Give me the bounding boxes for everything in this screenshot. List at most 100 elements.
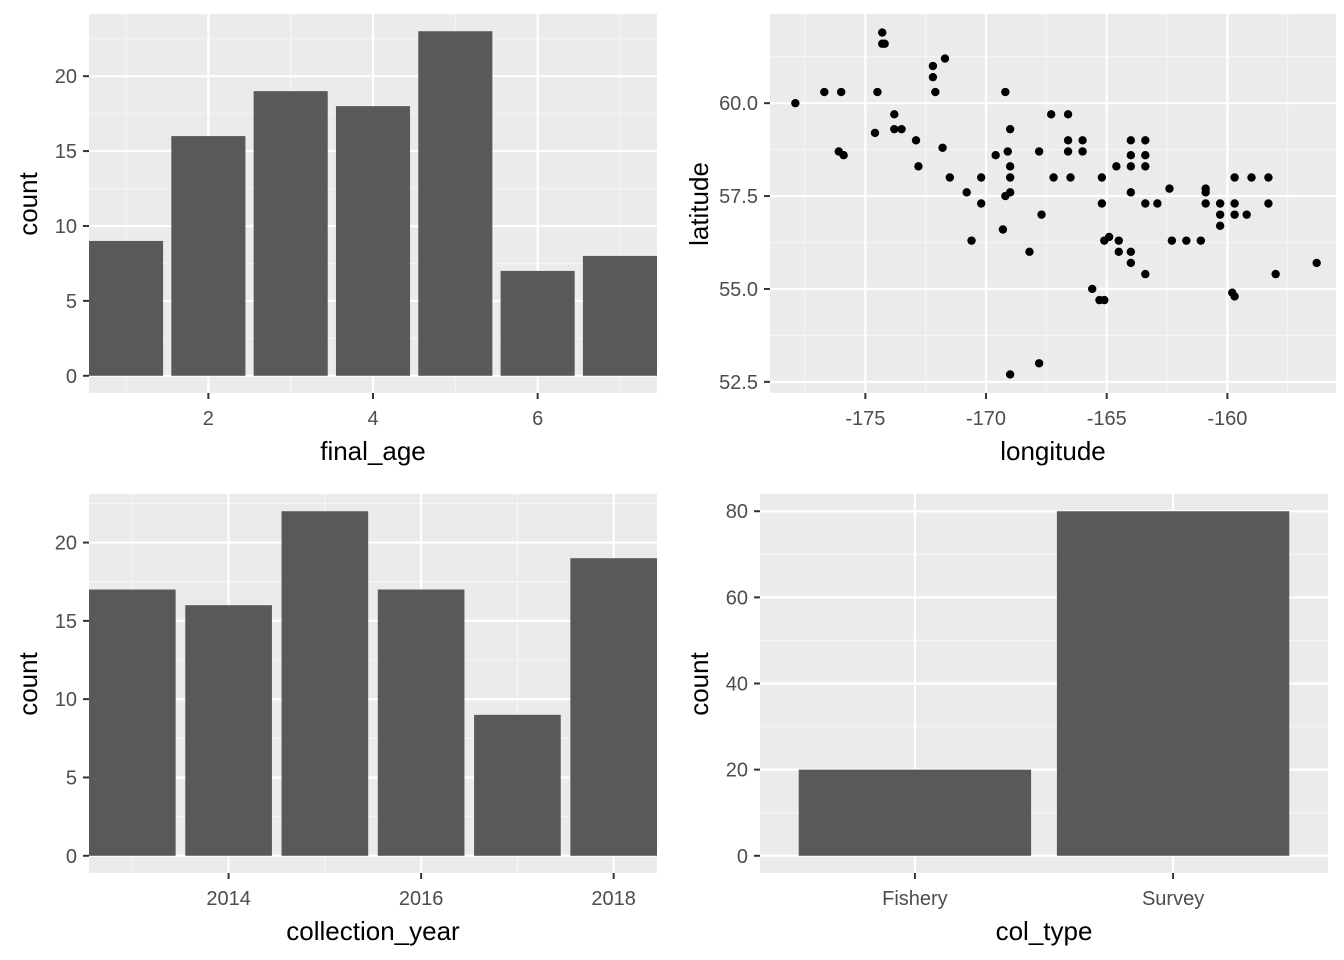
- scatter-point: [1153, 199, 1162, 208]
- scatter-point: [1215, 221, 1225, 230]
- y-tick-label: 20: [55, 66, 77, 88]
- scatter-point: [931, 87, 940, 97]
- scatter-point: [1264, 173, 1273, 182]
- y-tick-label: 0: [66, 366, 77, 388]
- scatter-point: [1005, 124, 1015, 134]
- scatter-point: [1001, 191, 1010, 201]
- x-axis-title: col_type: [996, 916, 1093, 946]
- panel-background: [770, 14, 1336, 393]
- points: [791, 28, 1321, 379]
- panel-collection-year: 0 5 10 15 20 2014 2016 2018 collection_year co…: [13, 494, 657, 946]
- gridlines: [770, 14, 1336, 393]
- bar: [89, 589, 176, 856]
- scatter-point: [1141, 136, 1150, 145]
- x-axis-ticks: Fishery Survey: [882, 873, 1204, 910]
- scatter-point: [1097, 199, 1107, 208]
- panel-location: 52.5 55.0 57.5 60.0 -175 -170 -165 -160 longit…: [684, 14, 1336, 466]
- bars: [798, 511, 1290, 856]
- x-axis-ticks: -175 -170 -165 -160: [845, 393, 1247, 430]
- y-tick-label: 20: [55, 533, 77, 555]
- y-axis-ticks: 0 5 10 15 20: [55, 533, 89, 868]
- x-tick-label: 2016: [399, 888, 444, 910]
- y-tick-label: 40: [726, 674, 748, 696]
- scatter-point: [1201, 188, 1210, 197]
- panel-col-type: 0 20 40 60 80 Fishery Survey col_type count: [684, 494, 1328, 946]
- y-tick-label: 5: [66, 767, 77, 789]
- bar: [335, 106, 411, 376]
- scatter-point: [1005, 173, 1015, 182]
- scatter-point: [1215, 199, 1225, 208]
- y-axis-title: count: [13, 171, 43, 235]
- scatter-point: [1196, 236, 1206, 245]
- y-axis-title: count: [684, 651, 714, 715]
- bar: [474, 714, 561, 856]
- scatter-point: [1126, 150, 1136, 160]
- scatter-point: [1126, 258, 1136, 268]
- scatter-point: [1215, 210, 1225, 219]
- panel-background: [89, 494, 657, 873]
- scatter-point: [1230, 292, 1239, 301]
- scatter-point: [940, 54, 950, 63]
- y-tick-label: 15: [55, 141, 77, 163]
- bar: [171, 136, 246, 376]
- scatter-point: [1112, 162, 1121, 171]
- scatter-point: [1046, 110, 1056, 119]
- scatter-point: [1167, 236, 1177, 245]
- x-axis-title: longitude: [1000, 436, 1106, 466]
- y-axis-ticks: 52.5 55.0 57.5 60.0: [719, 93, 770, 394]
- bar: [185, 605, 272, 856]
- scatter-point: [1165, 184, 1174, 193]
- scatter-point: [991, 150, 1000, 160]
- scatter-point: [1141, 269, 1150, 279]
- scatter-point: [1141, 162, 1150, 171]
- scatter-point: [1126, 188, 1136, 197]
- scatter-point: [1003, 147, 1012, 156]
- y-axis-ticks: 0 5 10 15 20: [55, 66, 89, 388]
- scatter-point: [837, 87, 846, 97]
- bar: [253, 91, 328, 376]
- scatter-point: [1141, 150, 1150, 160]
- x-tick-label: -175: [845, 408, 885, 430]
- scatter-point: [1264, 199, 1273, 208]
- scatter-point: [1078, 147, 1087, 156]
- y-tick-label: 5: [66, 291, 77, 313]
- scatter-point: [1005, 370, 1015, 379]
- scatter-point: [1063, 110, 1073, 119]
- bars: [89, 31, 657, 376]
- y-tick-label: 60.0: [719, 93, 758, 115]
- x-tick-label: 6: [532, 408, 543, 430]
- x-tick-label: -170: [966, 408, 1006, 430]
- scatter-point: [1247, 173, 1256, 182]
- x-tick-label: -165: [1087, 408, 1127, 430]
- scatter-point: [1066, 173, 1075, 182]
- scatter-point: [1049, 173, 1058, 182]
- scatter-point: [1242, 210, 1251, 219]
- x-tick-label: 4: [367, 408, 378, 430]
- bar: [377, 589, 465, 856]
- x-axis-ticks: 2014 2016 2018: [206, 873, 636, 910]
- scatter-point: [911, 136, 921, 145]
- scatter-point: [967, 236, 976, 245]
- panel-final-age: 0 5 10 15 20 2 4 6 final_age count: [13, 14, 657, 466]
- scatter-point: [1063, 136, 1073, 145]
- scatter-point: [1230, 199, 1239, 208]
- bars: [89, 511, 657, 856]
- scatter-point: [870, 128, 880, 138]
- scatter-point: [1063, 147, 1073, 156]
- y-tick-label: 0: [737, 846, 748, 868]
- x-tick-label: Survey: [1142, 888, 1204, 910]
- scatter-point: [928, 61, 938, 71]
- scatter-point: [938, 143, 947, 152]
- scatter-point: [839, 150, 848, 160]
- scatter-point: [976, 199, 986, 208]
- y-tick-label: 10: [55, 216, 77, 238]
- scatter-point: [962, 188, 971, 197]
- scatter-point: [1312, 258, 1321, 268]
- scatter-point: [890, 110, 899, 119]
- scatter-point: [1034, 147, 1044, 156]
- bar: [1056, 511, 1290, 856]
- scatter-point: [1126, 136, 1136, 145]
- scatter-point: [1001, 87, 1010, 97]
- y-tick-label: 57.5: [719, 186, 758, 208]
